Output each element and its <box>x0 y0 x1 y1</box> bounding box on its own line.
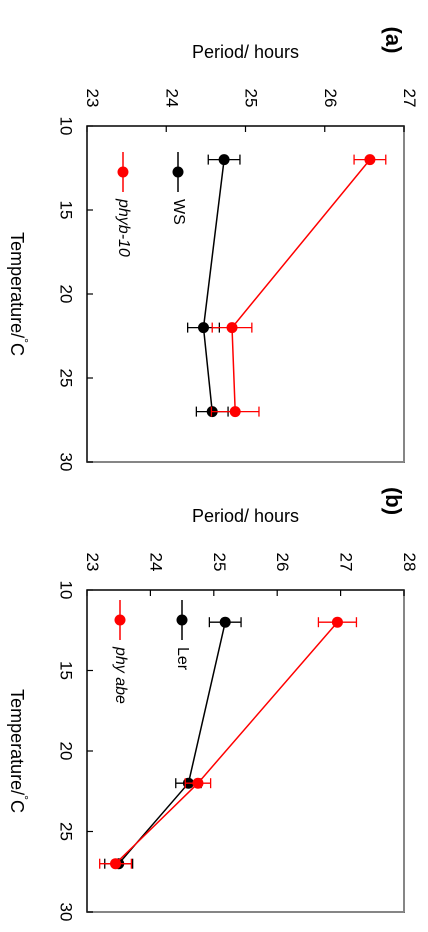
panel-label: (b) <box>381 487 406 515</box>
data-point <box>197 322 209 334</box>
data-point <box>364 154 376 166</box>
data-point <box>192 777 204 789</box>
legend-label: Ler <box>174 647 191 671</box>
data-point <box>226 322 238 334</box>
series-line-1 <box>118 622 226 865</box>
period-tick-label: 23 <box>83 553 102 572</box>
legend-marker <box>114 614 126 626</box>
temperature-tick-label: 10 <box>57 117 76 136</box>
period-tick-label: 28 <box>400 553 419 572</box>
chart-panel-2: 23 24 25 26 27 28 10 15 20 25 30 Period/ hours Tempe… <box>7 487 419 922</box>
period-tick-label: 25 <box>210 553 229 572</box>
temperature-axis-label: Temperature/°C <box>7 232 31 356</box>
chart-panel-1: 23 24 25 26 27 10 15 20 25 30 Period/ hours Tempera… <box>7 27 419 472</box>
series-line-2 <box>231 159 371 412</box>
period-axis-label: Period/ hours <box>192 42 299 62</box>
data-point <box>218 154 230 166</box>
legend-marker <box>117 166 129 178</box>
plot-frame <box>86 589 405 913</box>
temperature-tick-label: 10 <box>57 581 76 600</box>
legend-marker <box>172 166 184 178</box>
data-point <box>331 616 343 628</box>
temperature-tick-label: 20 <box>57 742 76 761</box>
panel-label: (a) <box>381 27 406 54</box>
temperature-tick-label: 30 <box>57 453 76 472</box>
temperature-tick-label: 25 <box>57 822 76 841</box>
legend-marker <box>176 614 188 626</box>
temperature-tick-label: 15 <box>57 661 76 680</box>
temperature-axis-label: Temperature/°C <box>7 689 31 813</box>
period-tick-label: 26 <box>321 89 340 108</box>
period-tick-label: 27 <box>400 89 419 108</box>
period-tick-label: 26 <box>273 553 292 572</box>
temperature-tick-label: 25 <box>57 369 76 388</box>
temperature-tick-label: 15 <box>57 201 76 220</box>
legend-label: WS <box>170 199 187 225</box>
series-line-2 <box>115 621 338 865</box>
period-tick-label: 25 <box>242 89 261 108</box>
data-point <box>229 406 241 418</box>
temperature-tick-label: 20 <box>57 285 76 304</box>
period-axis-label: Period/ hours <box>192 506 299 526</box>
period-tick-label: 23 <box>83 89 102 108</box>
series-line-1 <box>202 159 225 412</box>
data-point <box>110 858 122 870</box>
period-tick-label: 27 <box>337 553 356 572</box>
period-tick-label: 24 <box>146 553 165 572</box>
period-tick-label: 24 <box>162 89 181 108</box>
legend-label: phyb-10 <box>115 198 132 257</box>
data-point <box>219 616 231 628</box>
legend-label: phy abe <box>112 646 129 704</box>
temperature-tick-label: 30 <box>57 903 76 922</box>
